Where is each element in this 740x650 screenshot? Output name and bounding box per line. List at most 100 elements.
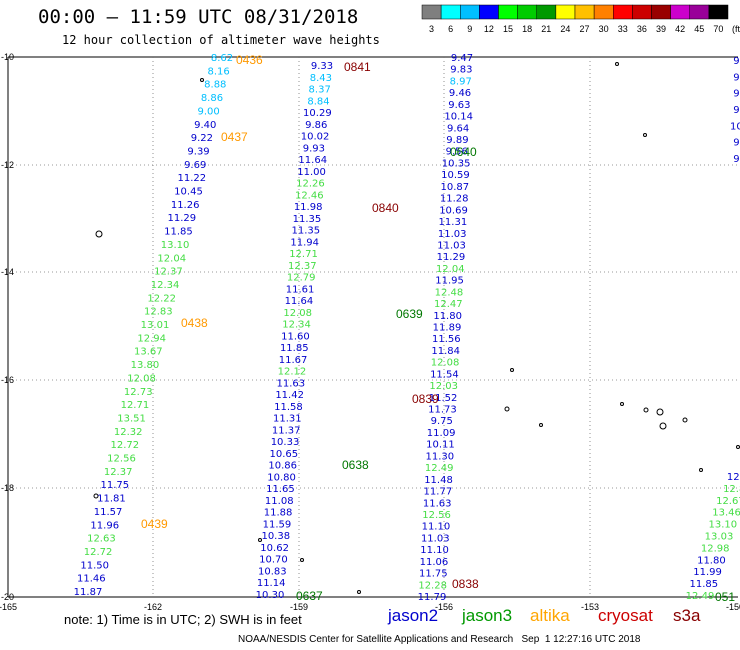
wave-height-label: 9.40 — [194, 120, 216, 131]
wave-height-label: 12.98 — [701, 543, 730, 554]
wave-height-label: 12.56 — [422, 510, 451, 521]
wave-height-label: 10.69 — [439, 205, 468, 216]
overpass-time-label: 051 — [715, 590, 735, 604]
overpass-time-label: 0638 — [342, 458, 369, 472]
wave-height-label: 12.3 — [727, 472, 740, 483]
wave-height-label: 11.26 — [171, 200, 200, 211]
colorbar-swatch — [555, 4, 576, 20]
wave-height-label: 11.03 — [437, 240, 466, 251]
wave-height-label: 12.28 — [418, 580, 447, 591]
wave-height-label: 12.32 — [114, 427, 143, 438]
wave-height-label: 11.10 — [422, 522, 451, 533]
wave-height-label: 12.72 — [84, 547, 113, 558]
wave-height-label: 11.57 — [94, 507, 123, 518]
wave-height-label: 10.65 — [270, 449, 299, 460]
overpass-time-label: 0438 — [181, 316, 208, 330]
colorbar-swatch — [517, 4, 537, 20]
lat-tick-label: -10 — [1, 52, 14, 62]
wave-height-label: 10.33 — [271, 437, 300, 448]
island-outline — [510, 368, 514, 372]
colorbar-label: 12 — [484, 24, 494, 34]
wave-height-label: 11.37 — [272, 425, 301, 436]
overpass-time-label: 0841 — [344, 60, 371, 74]
wave-height-label: 12.49 — [425, 463, 454, 474]
wave-height-label: 12.56 — [107, 454, 136, 465]
overpass-time-label: 0637 — [296, 589, 323, 603]
wave-height-label: 9.47 — [451, 53, 473, 64]
wave-height-label: 9.39 — [187, 146, 209, 157]
wave-height-label: 9.56 — [446, 147, 468, 158]
wave-height-label: 9. — [733, 154, 740, 165]
wave-height-label: 11.35 — [293, 214, 322, 225]
wave-height-label: 11.54 — [430, 369, 459, 380]
colorbar-label: 3 — [429, 24, 434, 34]
wave-height-label: 10.87 — [441, 182, 470, 193]
island-outline — [643, 133, 647, 137]
island-outline — [620, 402, 624, 406]
colorbar-swatch — [708, 4, 729, 20]
wave-height-label: 10.70 — [259, 555, 288, 566]
lon-tick-label: -162 — [144, 602, 162, 612]
overpass-time-label: 0437 — [221, 130, 248, 144]
lat-tick-label: -18 — [1, 483, 14, 493]
wave-height-label: 11.85 — [164, 227, 193, 238]
wave-height-label: 11.63 — [276, 378, 305, 389]
colorbar-label: 70 — [713, 24, 723, 34]
wave-height-label: 12.72 — [111, 440, 140, 451]
wave-height-label: 11.79 — [418, 592, 447, 603]
wave-height-label: 9. — [733, 105, 740, 116]
wave-height-label: 12.03 — [429, 381, 458, 392]
island-outline — [200, 78, 204, 82]
wave-height-label: 11.31 — [439, 217, 468, 228]
wave-height-label: 10.59 — [441, 170, 470, 181]
island-outline — [736, 445, 740, 449]
wave-height-label: 12.37 — [154, 267, 183, 278]
colorbar-label: 36 — [637, 24, 647, 34]
wave-height-label: 11.77 — [424, 487, 453, 498]
wave-height-label: 11.03 — [421, 533, 450, 544]
wave-height-label: 9.89 — [446, 135, 468, 146]
wave-height-label: 10.80 — [267, 472, 296, 483]
wave-height-label: 12.71 — [289, 249, 318, 260]
wave-height-label: 11.29 — [167, 213, 196, 224]
wave-height-label: 13.46 — [712, 508, 740, 519]
wave-height-label: 10.29 — [303, 108, 332, 119]
island-outline — [504, 406, 510, 412]
island-outline — [659, 422, 667, 430]
wave-height-label: 12.08 — [431, 358, 460, 369]
wave-height-label: 12.67 — [716, 496, 740, 507]
wave-height-label: 10.83 — [258, 566, 287, 577]
wave-height-label: 11.10 — [420, 545, 449, 556]
colorbar-swatch — [632, 4, 652, 20]
wave-height-label: 12.08 — [283, 308, 312, 319]
lat-tick-label: -12 — [1, 160, 14, 170]
wave-height-label: 11.06 — [420, 557, 449, 568]
wave-height-label: 13.10 — [161, 240, 190, 251]
colorbar-swatch — [536, 4, 557, 20]
lat-tick-label: -16 — [1, 375, 14, 385]
wave-height-label: 11.89 — [433, 323, 462, 334]
wave-height-label: 9. — [733, 138, 740, 149]
overpass-time-label: 0436 — [236, 53, 263, 67]
wave-height-label: 12.83 — [144, 307, 173, 318]
wave-height-label: 12.47 — [434, 299, 463, 310]
wave-height-label: 10.02 — [301, 132, 330, 143]
wave-height-label: 11.22 — [178, 173, 207, 184]
wave-height-label: 11.99 — [693, 567, 722, 578]
wave-height-label: 8.86 — [201, 93, 223, 104]
wave-height-label: 11.67 — [279, 355, 308, 366]
island-outline — [682, 417, 688, 423]
legend-jason2: jason2 — [388, 606, 439, 625]
colorbar-swatch — [651, 4, 671, 20]
island-outline — [699, 468, 703, 472]
wave-height-label: 9.75 — [431, 416, 453, 427]
map-subtitle: 12 hour collection of altimeter wave hei… — [62, 33, 380, 47]
wave-height-label: 9. — [733, 89, 740, 100]
wave-height-label: 13.67 — [134, 347, 163, 358]
wave-height-label: 8.43 — [310, 73, 332, 84]
colorbar-swatch — [670, 4, 690, 20]
colorbar-swatch — [421, 4, 442, 20]
colorbar-unit: (ft) — [732, 24, 740, 34]
wave-height-label: 10.30 — [256, 590, 285, 601]
